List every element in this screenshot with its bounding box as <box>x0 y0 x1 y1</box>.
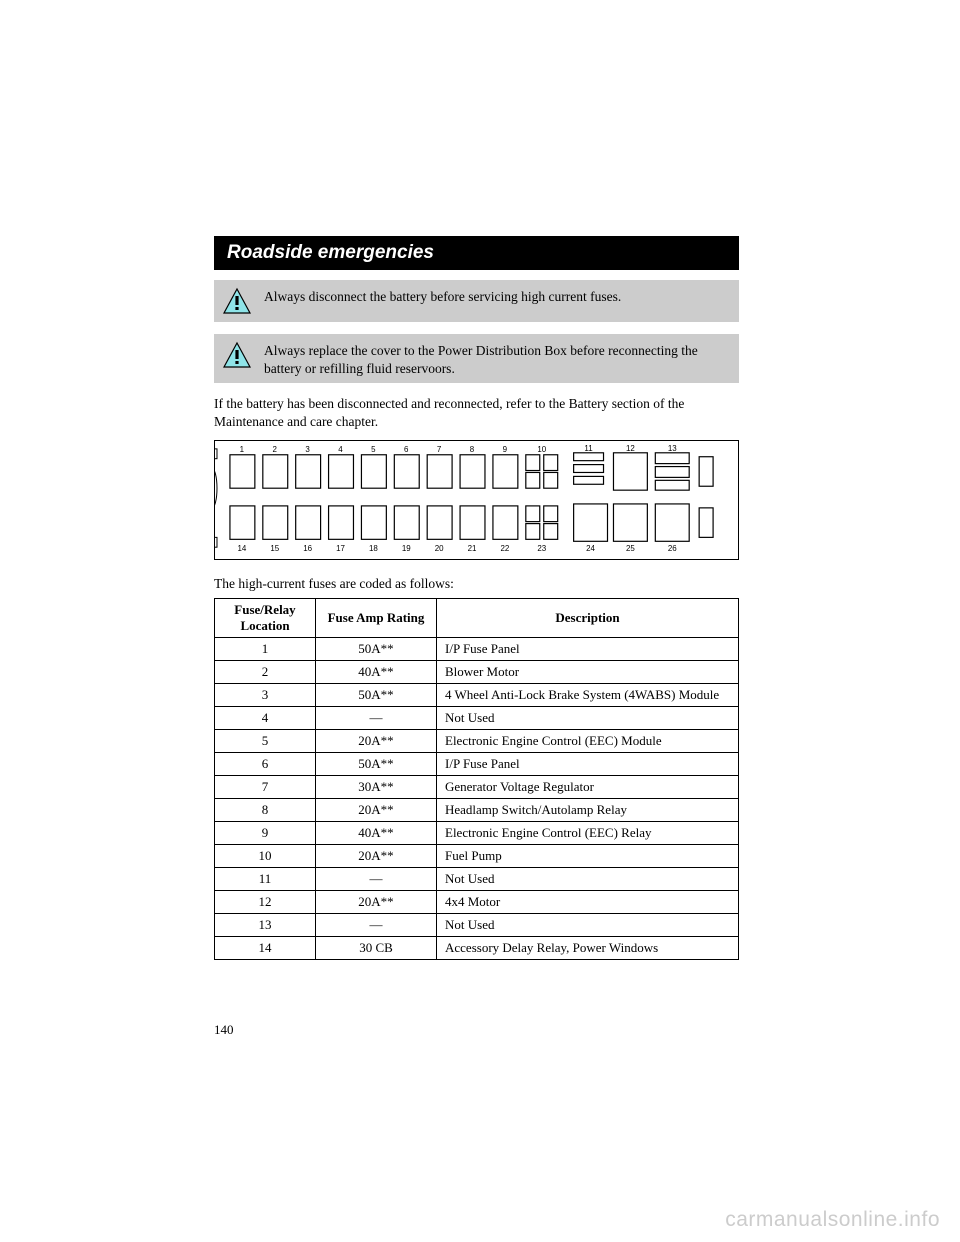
table-row: 150A**I/P Fuse Panel <box>215 638 739 661</box>
battery-note: If the battery has been disconnected and… <box>214 395 739 430</box>
table-row: 650A**I/P Fuse Panel <box>215 753 739 776</box>
svg-text:9: 9 <box>503 445 508 454</box>
svg-text:21: 21 <box>468 544 477 553</box>
svg-text:15: 15 <box>270 544 279 553</box>
table-row: 820A**Headlamp Switch/Autolamp Relay <box>215 799 739 822</box>
svg-text:10: 10 <box>537 445 546 454</box>
table-row: 13—Not Used <box>215 914 739 937</box>
table-row: 11—Not Used <box>215 868 739 891</box>
section-header: Roadside emergencies <box>214 236 739 270</box>
table-row: 520A**Electronic Engine Control (EEC) Mo… <box>215 730 739 753</box>
warning-icon <box>220 340 254 370</box>
table-row: 1020A**Fuel Pump <box>215 845 739 868</box>
table-row: 940A**Electronic Engine Control (EEC) Re… <box>215 822 739 845</box>
svg-text:8: 8 <box>470 445 475 454</box>
table-row: 4—Not Used <box>215 707 739 730</box>
svg-text:19: 19 <box>402 544 411 553</box>
svg-text:12: 12 <box>626 444 635 453</box>
svg-text:2: 2 <box>273 445 277 454</box>
watermark: carmanualsonline.info <box>725 1208 940 1232</box>
svg-text:7: 7 <box>437 445 441 454</box>
svg-text:4: 4 <box>338 445 343 454</box>
th-amp: Fuse Amp Rating <box>316 599 437 638</box>
fuse-box-diagram: 1 2 3 4 5 6 7 8 9 10 11 12 13 <box>214 440 739 560</box>
svg-text:24: 24 <box>586 544 595 553</box>
svg-text:14: 14 <box>237 544 246 553</box>
warning-box: Always replace the cover to the Power Di… <box>214 334 739 383</box>
manual-page: Roadside emergencies Always disconnect t… <box>0 0 960 1242</box>
svg-text:25: 25 <box>626 544 635 553</box>
svg-text:20: 20 <box>435 544 444 553</box>
th-location: Fuse/Relay Location <box>215 599 316 638</box>
svg-text:13: 13 <box>668 444 677 453</box>
content-area: Roadside emergencies Always disconnect t… <box>214 236 739 960</box>
svg-text:6: 6 <box>404 445 409 454</box>
svg-text:3: 3 <box>305 445 310 454</box>
th-desc: Description <box>437 599 739 638</box>
table-row: 1220A**4x4 Motor <box>215 891 739 914</box>
warning-text: Always disconnect the battery before ser… <box>264 286 729 306</box>
table-note: The high-current fuses are coded as foll… <box>214 576 739 592</box>
svg-text:11: 11 <box>584 444 593 453</box>
svg-text:1: 1 <box>240 445 245 454</box>
svg-text:26: 26 <box>668 544 677 553</box>
svg-text:17: 17 <box>336 544 345 553</box>
table-header-row: Fuse/Relay Location Fuse Amp Rating Desc… <box>215 599 739 638</box>
table-row: 240A**Blower Motor <box>215 661 739 684</box>
svg-text:22: 22 <box>500 544 509 553</box>
svg-text:23: 23 <box>537 544 546 553</box>
table-row: 730A**Generator Voltage Regulator <box>215 776 739 799</box>
warning-box: Always disconnect the battery before ser… <box>214 280 739 322</box>
warning-text: Always replace the cover to the Power Di… <box>264 340 729 377</box>
fuse-table: Fuse/Relay Location Fuse Amp Rating Desc… <box>214 598 739 960</box>
table-row: 350A**4 Wheel Anti-Lock Brake System (4W… <box>215 684 739 707</box>
svg-text:5: 5 <box>371 445 376 454</box>
svg-text:18: 18 <box>369 544 378 553</box>
warning-icon <box>220 286 254 316</box>
table-row: 1430 CBAccessory Delay Relay, Power Wind… <box>215 937 739 960</box>
page-number: 140 <box>214 1022 234 1038</box>
fuse-table-body: 150A**I/P Fuse Panel 240A**Blower Motor … <box>215 638 739 960</box>
svg-text:16: 16 <box>303 544 312 553</box>
